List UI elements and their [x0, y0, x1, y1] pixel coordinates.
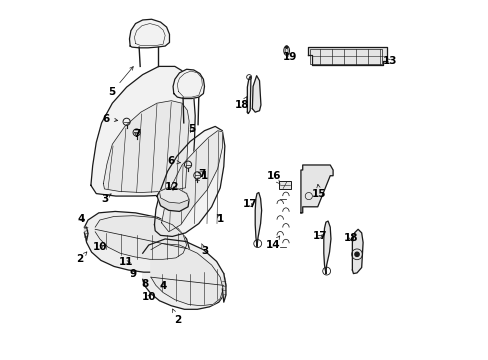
Text: 6: 6	[102, 113, 118, 123]
Text: 12: 12	[165, 182, 179, 192]
Polygon shape	[84, 211, 190, 272]
Polygon shape	[252, 76, 261, 112]
Text: 18: 18	[234, 97, 248, 110]
Polygon shape	[255, 193, 261, 246]
Polygon shape	[129, 19, 169, 48]
Text: 13: 13	[382, 57, 397, 66]
Polygon shape	[154, 126, 224, 237]
Text: 1: 1	[216, 213, 224, 224]
Polygon shape	[173, 69, 204, 99]
Polygon shape	[247, 76, 250, 113]
Polygon shape	[84, 227, 88, 241]
Ellipse shape	[283, 46, 289, 55]
Text: 19: 19	[283, 52, 297, 62]
Circle shape	[354, 252, 358, 256]
Polygon shape	[91, 66, 195, 196]
Text: 16: 16	[266, 171, 281, 184]
Polygon shape	[157, 188, 189, 211]
Text: 17: 17	[242, 199, 257, 209]
Text: 14: 14	[265, 236, 280, 250]
Polygon shape	[103, 101, 189, 193]
Text: 1: 1	[195, 171, 208, 181]
Polygon shape	[323, 221, 330, 274]
FancyBboxPatch shape	[279, 181, 290, 189]
Text: 15: 15	[312, 184, 326, 199]
Text: 5: 5	[108, 67, 133, 98]
Polygon shape	[162, 131, 222, 232]
Text: 10: 10	[92, 242, 107, 252]
Text: 11: 11	[119, 257, 133, 267]
Text: 10: 10	[141, 292, 156, 302]
Polygon shape	[142, 239, 225, 309]
Text: 18: 18	[343, 233, 358, 243]
Text: 5: 5	[187, 124, 195, 134]
Text: 6: 6	[167, 157, 180, 166]
Text: 2: 2	[172, 309, 181, 325]
Polygon shape	[159, 188, 189, 203]
Text: 2: 2	[77, 252, 87, 264]
Text: 4: 4	[77, 213, 84, 224]
Polygon shape	[222, 274, 225, 302]
Text: 17: 17	[312, 231, 327, 242]
Polygon shape	[352, 229, 363, 274]
Text: 7: 7	[198, 168, 205, 179]
Polygon shape	[95, 216, 186, 259]
Polygon shape	[300, 165, 332, 213]
Text: 7: 7	[133, 129, 140, 139]
Text: 9: 9	[129, 269, 136, 279]
Text: 3: 3	[201, 244, 208, 256]
Text: 4: 4	[159, 282, 166, 292]
Text: 8: 8	[142, 279, 148, 289]
Text: 3: 3	[101, 194, 111, 203]
Polygon shape	[307, 47, 386, 65]
Circle shape	[285, 46, 287, 48]
Polygon shape	[151, 244, 223, 306]
